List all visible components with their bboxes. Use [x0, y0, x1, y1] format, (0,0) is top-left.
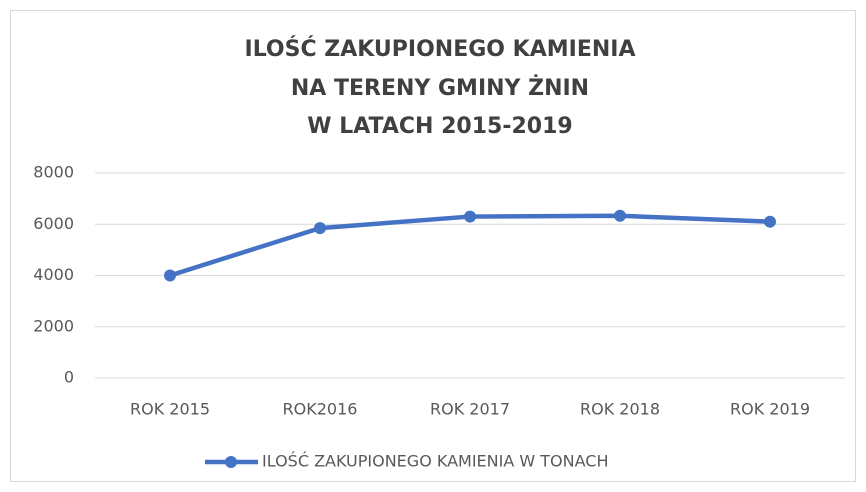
data-point: [614, 209, 626, 222]
x-tick-label: ROK 2017: [430, 400, 510, 419]
y-tick-label: 0: [64, 368, 74, 387]
legend-marker: [225, 456, 237, 468]
y-tick-label: 6000: [33, 214, 74, 233]
y-tick-label: 4000: [33, 265, 74, 284]
chart-border: [10, 10, 856, 482]
x-tick-label: ROK 2019: [730, 400, 810, 419]
y-tick-label: 2000: [33, 316, 74, 335]
x-tick-label: ROK 2018: [580, 400, 660, 419]
data-point: [764, 215, 776, 228]
y-tick-label: 8000: [33, 163, 74, 182]
chart-title: ILOŚĆ ZAKUPIONEGO KAMIENIA: [245, 36, 636, 62]
x-tick-label: ROK 2015: [130, 400, 210, 419]
chart-title: NA TERENY GMINY ŻNIN: [291, 75, 589, 101]
x-tick-label: ROK2016: [283, 400, 358, 419]
data-point: [314, 222, 326, 235]
chart-title: W LATACH 2015-2019: [307, 114, 572, 139]
legend-label: ILOŚĆ ZAKUPIONEGO KAMIENIA W TONACH: [262, 452, 608, 471]
data-point: [464, 210, 476, 223]
data-point: [164, 269, 176, 282]
